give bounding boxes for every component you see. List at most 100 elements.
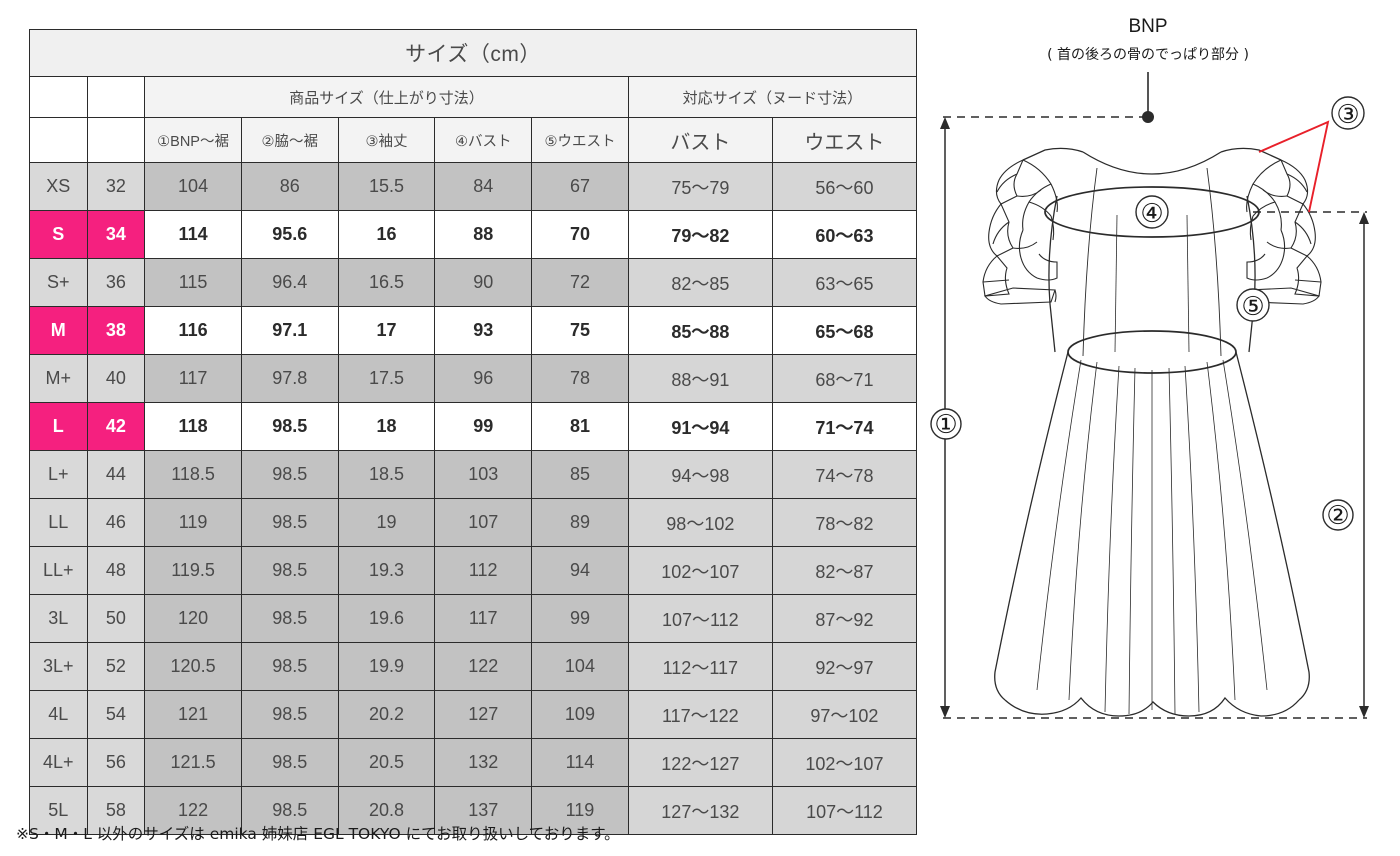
cell-product-measure: 112	[434, 546, 533, 595]
cell-body-measure: 82〜85	[627, 258, 773, 307]
cell-body-measure: 94〜98	[627, 450, 773, 499]
cell-body-measure: 74〜78	[771, 450, 918, 499]
cell-product-measure: 75	[531, 306, 629, 355]
cell-size-label: M+	[29, 354, 88, 403]
cell-product-measure: 107	[434, 498, 533, 547]
cell-product-measure: 17	[337, 306, 436, 355]
cell-size-number: 42	[86, 402, 146, 451]
cell-product-measure: 89	[531, 498, 629, 547]
footnote-text: ※S・M・L 以外のサイズは emika 姉妹店 EGL TOKYO にてお取り…	[16, 825, 620, 843]
marker-4-label: ④	[1140, 199, 1163, 229]
cell-product-measure: 98.5	[240, 546, 339, 595]
marker-5-label: ⑤	[1241, 292, 1264, 322]
cell-product-measure: 109	[531, 690, 629, 739]
cell-body-measure: 102〜107	[771, 738, 918, 787]
dress-neckline	[1082, 151, 1222, 175]
cell-product-measure: 98.5	[240, 450, 339, 499]
cell-product-measure: 20.2	[337, 690, 436, 739]
marker-4: ④	[1135, 195, 1169, 229]
size-table-container: サイズ（cm） 商品サイズ（仕上がり寸法） 対応サイズ（ヌード寸法） ①BNP〜…	[29, 29, 918, 835]
marker-3-label: ③	[1336, 100, 1359, 130]
marker-1: ①	[930, 408, 962, 440]
size-table: サイズ（cm） 商品サイズ（仕上がり寸法） 対応サイズ（ヌード寸法） ①BNP〜…	[29, 29, 918, 835]
cell-product-measure: 122	[434, 642, 533, 691]
cell-product-measure: 19.9	[337, 642, 436, 691]
table-row: L+ 44 118.5 98.5 18.5 103 85 94〜98 74〜78	[29, 450, 918, 499]
group-header-blank-num	[86, 76, 146, 118]
cell-size-label: 4L+	[29, 738, 88, 787]
sub-header-blank-size	[29, 117, 88, 163]
dress-left-inner-seam	[1114, 214, 1118, 353]
cell-size-number: 54	[86, 690, 146, 739]
cell-product-measure: 98.5	[240, 738, 339, 787]
cell-product-measure: 99	[434, 402, 533, 451]
cell-body-measure: 56〜60	[771, 162, 918, 211]
marker-1-label: ①	[934, 410, 957, 440]
cell-size-number: 34	[86, 210, 146, 259]
marker-2: ②	[1322, 499, 1354, 531]
bnp-sub-label: ( 首の後ろの骨のでっぱり部分 )	[1047, 47, 1249, 63]
table-row: L 42 118 98.5 18 99 81 91〜94 71〜74	[29, 402, 918, 451]
sub-header-blank-num	[86, 117, 146, 163]
cell-product-measure: 70	[531, 210, 629, 259]
cell-product-measure: 17.5	[337, 354, 436, 403]
group-header-blank-size	[29, 76, 88, 118]
skirt-panel-lines	[1036, 359, 1268, 715]
cell-product-measure: 95.6	[240, 210, 339, 259]
cell-product-measure: 96.4	[240, 258, 339, 307]
cell-product-measure: 104	[531, 642, 629, 691]
sleeve-length-marker-3	[1258, 120, 1330, 213]
bnp-point-dot	[1142, 111, 1154, 123]
cell-product-measure: 98.5	[240, 786, 339, 835]
cell-product-measure: 114	[531, 738, 629, 787]
table-row: LL+ 48 119.5 98.5 19.3 112 94 102〜107 82〜87	[29, 546, 918, 595]
cell-body-measure: 98〜102	[627, 498, 773, 547]
skirt-right-edge	[1235, 351, 1310, 701]
cell-product-measure: 119.5	[144, 546, 242, 595]
cell-product-measure: 85	[531, 450, 629, 499]
sub-header-side-to-hem: ②脇〜裾	[240, 117, 339, 163]
cell-body-measure: 79〜82	[627, 210, 773, 259]
cell-product-measure: 90	[434, 258, 533, 307]
cell-size-number: 56	[86, 738, 146, 787]
diagram-markers: ① ② ③ ④ ⑤	[930, 96, 1365, 531]
dress-right-shoulder	[1220, 147, 1282, 161]
cell-body-measure: 107〜112	[627, 594, 773, 643]
cell-body-measure: 63〜65	[771, 258, 918, 307]
cell-product-measure: 115	[144, 258, 242, 307]
cell-body-measure: 92〜97	[771, 642, 918, 691]
cell-body-measure: 87〜92	[771, 594, 918, 643]
cell-product-measure: 137	[434, 786, 533, 835]
cell-product-measure: 114	[144, 210, 242, 259]
cell-product-measure: 121.5	[144, 738, 242, 787]
cell-body-measure: 60〜63	[771, 210, 918, 259]
dress-left-shoulder	[1022, 147, 1084, 161]
cell-product-measure: 99	[531, 594, 629, 643]
cell-size-number: 48	[86, 546, 146, 595]
cell-product-measure: 84	[434, 162, 533, 211]
dress-right-inner-seam	[1186, 214, 1190, 353]
table-title: サイズ（cm）	[29, 29, 917, 77]
sub-header-bust: ④バスト	[434, 117, 533, 163]
cell-product-measure: 98.5	[240, 594, 339, 643]
table-sub-header-row: ①BNP〜裾 ②脇〜裾 ③袖丈 ④バスト ⑤ウエスト バスト ウエスト	[29, 117, 918, 163]
table-row: 5L 58 122 98.5 20.8 137 119 127〜132 107〜112	[29, 786, 918, 835]
cell-body-measure: 107〜112	[771, 786, 918, 835]
dress-diagram: ① ② ③ ④ ⑤ BNP	[905, 0, 1400, 800]
cell-size-number: 36	[86, 258, 146, 307]
table-row: S+ 36 115 96.4 16.5 90 72 82〜85 63〜65	[29, 258, 918, 307]
cell-product-measure: 18	[337, 402, 436, 451]
cell-size-label: 5L	[29, 786, 88, 835]
marker-5: ⑤	[1236, 288, 1270, 322]
cell-product-measure: 67	[531, 162, 629, 211]
cell-size-number: 32	[86, 162, 146, 211]
dress-left-bodice-seam	[1048, 195, 1058, 353]
marker-3: ③	[1331, 96, 1365, 130]
dress-left-princess-seam	[1082, 167, 1098, 357]
cell-product-measure: 81	[531, 402, 629, 451]
marker-2-label: ②	[1326, 501, 1349, 531]
cell-product-measure: 16.5	[337, 258, 436, 307]
cell-body-measure: 102〜107	[627, 546, 773, 595]
cell-product-measure: 97.1	[240, 306, 339, 355]
